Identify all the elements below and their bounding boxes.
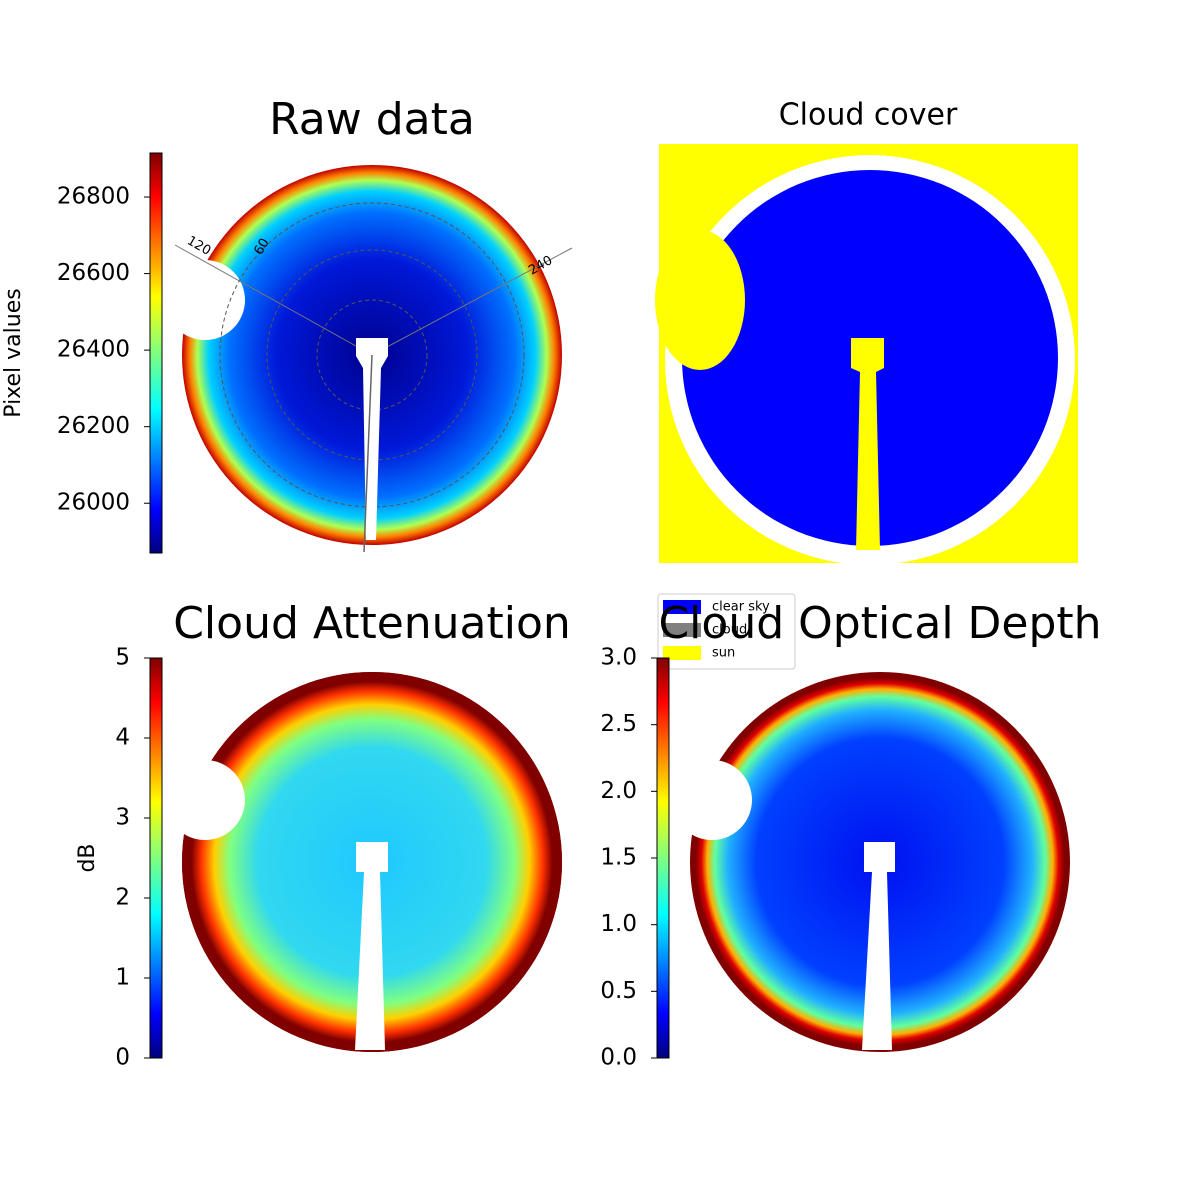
colorbar-tick-label: 26200 <box>57 413 130 439</box>
raw-image <box>165 165 573 553</box>
colorbar-tick-label: 0.5 <box>600 978 637 1004</box>
colorbar-tick-label: 2.5 <box>600 711 637 737</box>
colorbar-tick-label: 26800 <box>57 184 130 210</box>
panel-title: Cloud Attenuation <box>173 598 571 649</box>
colorbar-tick-label: 0 <box>115 1045 130 1071</box>
optical-depth-image <box>672 672 1070 1052</box>
legend-label: clear sky <box>712 600 770 615</box>
panel-title: Cloud Optical Depth <box>658 598 1101 649</box>
colorbar-tick-label: 26400 <box>57 337 130 363</box>
colorbar <box>149 657 163 1059</box>
attenuation-image <box>165 672 562 1052</box>
colorbar-tick-label: 26000 <box>57 490 130 516</box>
legend-swatch <box>663 623 701 637</box>
colorbar <box>656 657 670 1059</box>
legend-swatch <box>663 600 701 614</box>
colorbar-tick-label: 5 <box>115 645 130 671</box>
colorbar-label: dB <box>75 843 100 872</box>
colorbar-tick-label: 1.5 <box>600 845 637 871</box>
cloud-cover-image <box>655 144 1078 565</box>
legend-label: cloud <box>712 623 747 638</box>
legend-swatch <box>663 646 701 660</box>
colorbar-tick-label: 2.0 <box>600 778 637 804</box>
colorbar-tick-label: 3 <box>115 805 130 831</box>
colorbar <box>149 152 163 554</box>
panel-title: Raw data <box>269 94 475 145</box>
legend-label: sun <box>712 646 735 661</box>
polar-label: 120 <box>184 234 213 259</box>
colorbar-tick-label: 26600 <box>57 260 130 286</box>
colorbar-tick-label: 1 <box>115 965 130 991</box>
colorbar-tick-label: 0.0 <box>600 1045 637 1071</box>
colorbar-label: Pixel values <box>1 288 26 417</box>
colorbar-tick-label: 4 <box>115 725 130 751</box>
colorbar-tick-label: 3.0 <box>600 645 637 671</box>
colorbar-tick-label: 2 <box>115 885 130 911</box>
panel-title: Cloud cover <box>779 98 958 133</box>
polar-label: 60 <box>252 236 273 258</box>
colorbar-tick-label: 1.0 <box>600 911 637 937</box>
